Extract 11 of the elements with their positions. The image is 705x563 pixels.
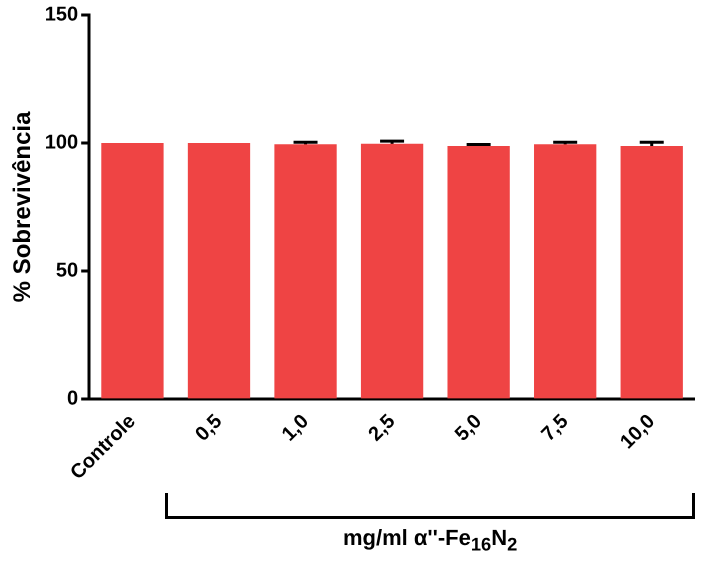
x-axis-title: mg/ml α''-Fe$_{16}$N$_{2}$: [342, 525, 518, 556]
y-tick-label: 0: [67, 387, 78, 410]
x-tick-label: 7,5: [537, 410, 573, 446]
x-tick-label: 1,0: [278, 410, 313, 446]
x-tick-label: 2,5: [364, 410, 400, 446]
x-tick-label: 0,5: [191, 410, 226, 446]
y-axis-title: % Sobrevivência: [9, 110, 36, 302]
x-tick-label: 5,0: [450, 410, 486, 446]
y-tick-label: 100: [44, 131, 78, 154]
y-tick-label: 150: [44, 4, 78, 26]
y-tick-label: 50: [56, 259, 78, 282]
